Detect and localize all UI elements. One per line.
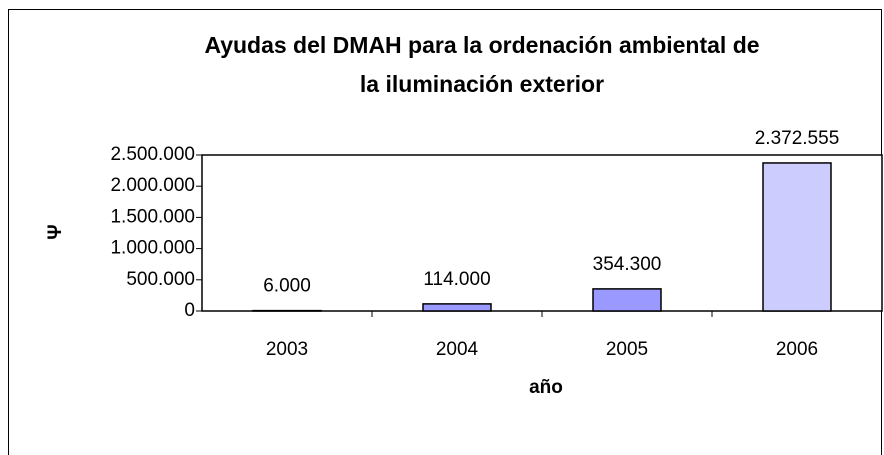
x-axis-label: año	[529, 377, 563, 398]
y-tick-label: 2.500.000	[110, 144, 195, 165]
y-tick-label: 500.000	[126, 269, 195, 290]
value-label: 354.300	[593, 254, 662, 275]
chart-subtitle: la iluminación exterior	[360, 71, 604, 97]
x-tick-label: 2003	[266, 339, 308, 360]
y-tick-label: 2.000.000	[110, 175, 195, 196]
x-tick-label: 2006	[776, 339, 818, 360]
value-label: 2.372.555	[755, 128, 840, 149]
x-tick-label: 2004	[436, 339, 479, 360]
chart-title: Ayudas del DMAH para la ordenación ambie…	[204, 32, 759, 58]
y-tick-label: 0	[184, 300, 195, 321]
y-tick-label: 1.500.000	[110, 206, 195, 227]
value-label: 114.000	[423, 269, 490, 290]
bar	[592, 288, 662, 312]
bar	[762, 162, 832, 312]
y-tick-label: 1.000.000	[110, 238, 195, 259]
x-tick-label: 2005	[606, 339, 648, 360]
value-label: 6.000	[263, 276, 311, 297]
y-axis-label: Ψ	[45, 224, 66, 239]
bar	[422, 303, 492, 312]
